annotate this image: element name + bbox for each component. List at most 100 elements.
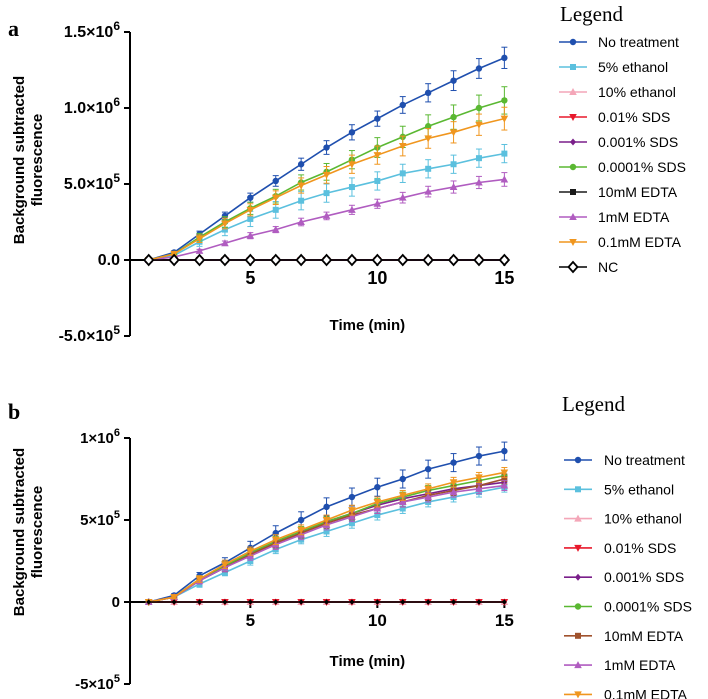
data-point-a-5pct-ethanol	[221, 226, 228, 233]
data-point-a-nc	[270, 253, 282, 267]
data-point-a-0-0001pct-sds	[475, 104, 483, 112]
legend-label-a-no-treatment: No treatment	[598, 34, 679, 50]
data-point-b-0-1mm-edta	[424, 485, 432, 493]
data-point-b-nc	[146, 599, 152, 605]
legend-marker-a-5pct-ethanol	[570, 64, 576, 70]
data-point-a-1mm-edta	[449, 183, 458, 191]
data-point-a-0-1mm-edta	[424, 135, 432, 143]
y-tick-label-a: 0.0	[98, 252, 120, 269]
data-point-b-nc	[222, 599, 228, 605]
legend-marker-a-0-001pct-sds	[570, 138, 576, 146]
data-point-a-5pct-ethanol	[298, 197, 305, 204]
data-point-a-0-1mm-edta	[398, 143, 407, 150]
data-point-b-1mm-edta	[373, 504, 382, 512]
legend-item-a-nc: NC	[559, 259, 618, 275]
data-point-b-0-1mm-edta	[500, 469, 509, 477]
y-tick-label-b: 1×106	[80, 427, 120, 447]
data-point-a-no-treatment	[247, 194, 254, 201]
data-point-b-0-1mm-edta	[170, 594, 178, 602]
data-point-b-no-treatment	[450, 459, 457, 466]
legend-b: Legend No treatment 5% ethanol 10% ethanol 0…	[562, 392, 692, 699]
data-point-a-0-0001pct-sds	[450, 113, 457, 121]
y-axis-title-a: Background subtractedfluorescence	[11, 76, 46, 244]
legend-item-b-0-1mm-edta: 0.1mM EDTA	[564, 686, 688, 699]
series-line-a-no-treatment	[148, 57, 505, 261]
data-point-a-5pct-ethanol	[348, 184, 355, 191]
data-point-a-5pct-ethanol	[247, 215, 254, 222]
y-tick-label-b: -5×105	[75, 673, 120, 693]
legend-label-a-0-01pct-sds: 0.01% SDS	[598, 109, 670, 125]
data-point-a-nc	[168, 253, 180, 267]
data-point-b-nc	[273, 599, 279, 605]
legend-label-a-0-001pct-sds: 0.001% SDS	[598, 134, 678, 150]
legend-marker-a-no-treatment	[569, 38, 577, 46]
data-point-b-nc	[374, 599, 380, 605]
data-point-a-1mm-edta	[424, 187, 432, 195]
legend-label-a-0-0001pct-sds: 0.0001% SDS	[598, 159, 686, 175]
data-point-a-nc	[397, 253, 409, 267]
data-point-a-0-1mm-edta	[373, 152, 382, 160]
series-a-nc	[142, 253, 511, 267]
data-point-b-0-1mm-edta	[322, 517, 331, 524]
data-point-a-1mm-edta	[246, 231, 255, 239]
data-point-b-0-1mm-edta	[475, 474, 483, 482]
legend-title-a: Legend	[560, 2, 623, 26]
data-point-b-5pct-ethanol	[374, 512, 381, 519]
data-point-a-nc	[498, 253, 511, 267]
legend-marker-b-0-0001pct-sds	[574, 603, 582, 610]
data-point-b-no-treatment	[501, 447, 508, 455]
legend-item-a-5pct-ethanol: 5% ethanol	[559, 59, 668, 75]
legend-marker-b-10pct-ethanol	[574, 514, 582, 522]
panel-letter-b: b	[8, 399, 20, 424]
legend-item-b-5pct-ethanol: 5% ethanol	[564, 481, 674, 497]
legend-item-a-no-treatment: No treatment	[559, 34, 679, 50]
data-point-a-1mm-edta	[322, 211, 331, 219]
data-point-a-1mm-edta	[195, 246, 204, 254]
data-point-a-0-1mm-edta	[297, 182, 305, 190]
data-point-b-1mm-edta	[424, 493, 432, 501]
legend-item-a-10pct-ethanol: 10% ethanol	[559, 84, 676, 100]
y-tick-label-a: -5.0×105	[59, 323, 121, 345]
data-point-b-nc	[324, 599, 330, 605]
data-point-a-1mm-edta	[297, 218, 305, 225]
legend-label-a-nc: NC	[598, 259, 618, 275]
data-point-b-0-1mm-edta	[246, 548, 255, 556]
data-point-a-1mm-edta	[475, 178, 483, 186]
data-point-b-5pct-ethanol	[247, 558, 254, 564]
series-b-nc	[146, 599, 507, 605]
data-point-b-no-treatment	[399, 475, 406, 483]
data-point-a-5pct-ethanol	[501, 150, 508, 157]
data-point-a-5pct-ethanol	[272, 206, 279, 213]
data-point-b-nc	[501, 599, 507, 605]
legend-marker-b-no-treatment	[574, 456, 582, 464]
data-point-b-no-treatment	[348, 493, 356, 501]
legend-item-a-0-0001pct-sds: 0.0001% SDS	[559, 159, 686, 175]
data-point-a-no-treatment	[450, 77, 457, 84]
data-point-a-0-1mm-edta	[221, 220, 229, 228]
series-b-0-1mm-edta	[144, 467, 509, 606]
data-point-b-no-treatment	[374, 484, 381, 491]
data-point-a-no-treatment	[424, 89, 432, 97]
data-point-a-no-treatment	[374, 115, 381, 122]
data-point-b-10mm-edta	[501, 476, 508, 482]
data-point-b-nc	[298, 599, 304, 605]
data-point-a-nc	[193, 253, 206, 267]
x-tick-label-a: 10	[367, 268, 387, 288]
legend-label-a-10pct-ethanol: 10% ethanol	[598, 84, 676, 100]
legend-item-b-10pct-ethanol: 10% ethanol	[564, 511, 682, 527]
chart-panel-a: -5.0×105 0.0 5.0×105 1.0×106 1.5×106 5 10 15 Tim…	[11, 2, 686, 345]
data-point-a-0-1mm-edta	[475, 121, 483, 129]
data-point-b-0-1mm-edta	[195, 576, 204, 584]
legend-marker-b-5pct-ethanol	[575, 486, 581, 493]
data-point-a-0-1mm-edta	[322, 171, 331, 179]
data-point-b-nc	[247, 599, 253, 605]
data-point-b-nc	[476, 599, 482, 605]
data-point-b-5pct-ethanol	[399, 505, 406, 512]
data-point-a-0-1mm-edta	[271, 194, 280, 202]
legend-marker-b-0-1mm-edta	[574, 691, 582, 699]
data-point-a-nc	[371, 253, 384, 267]
legend-marker-b-0-001pct-sds	[575, 573, 581, 581]
x-tick-label-b: 15	[495, 611, 514, 630]
data-point-b-1mm-edta	[475, 484, 483, 492]
